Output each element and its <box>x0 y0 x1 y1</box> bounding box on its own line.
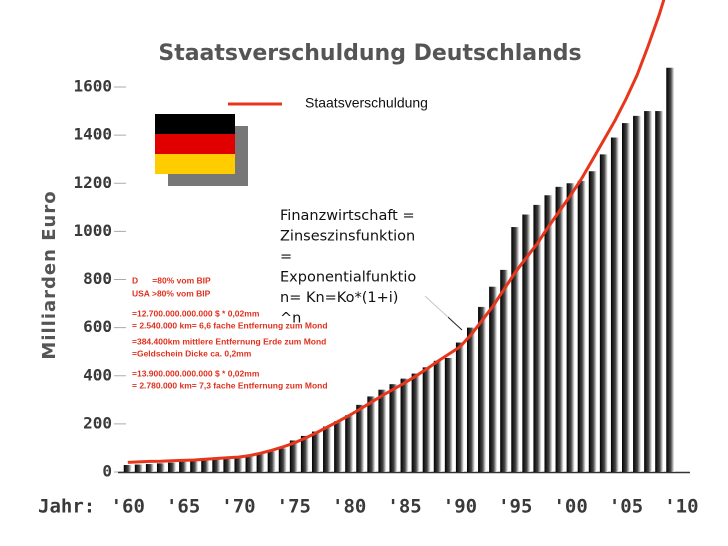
y-tick-label: 200 <box>83 413 112 432</box>
bar <box>323 426 332 472</box>
y-tick-label: 800 <box>83 269 112 288</box>
note: = 2.780.000 km= 7,3 fache Entfernung zum… <box>132 380 328 390</box>
y-tick-label: 600 <box>83 317 112 336</box>
y-tick-label: 1600 <box>73 77 112 96</box>
bar <box>389 384 398 472</box>
bar <box>466 327 475 472</box>
bar <box>522 214 531 472</box>
x-tick-label: '65 <box>166 496 200 518</box>
bar <box>511 227 520 472</box>
y-tick-label: 400 <box>83 365 112 384</box>
x-tick-label: '90 <box>443 496 477 518</box>
note: =13.900.000.000.000 $ * 0,02mm <box>132 368 260 378</box>
bar <box>134 464 143 472</box>
x-tick-label: '95 <box>498 496 532 518</box>
x-tick-label: '75 <box>277 496 311 518</box>
bar <box>555 186 564 472</box>
x-axis-label: Jahr: <box>38 496 95 518</box>
bar <box>566 183 575 472</box>
note: =Geldschein Dicke ca. 0,2mm <box>132 348 252 358</box>
flag-stripe <box>155 114 235 134</box>
note: D =80% vom BIP <box>132 275 211 285</box>
bar <box>621 123 630 472</box>
bar <box>533 204 542 472</box>
x-tick-label: '70 <box>221 496 255 518</box>
bar <box>267 451 276 472</box>
y-tick-label: 1200 <box>73 173 112 192</box>
flag-stripe <box>155 154 235 174</box>
bar <box>588 171 597 472</box>
x-tick-label: '80 <box>332 496 366 518</box>
bar <box>234 456 243 472</box>
bar <box>145 464 154 472</box>
formula-line: ^n <box>280 311 301 327</box>
bar <box>433 360 442 472</box>
formula-line: = <box>280 249 292 265</box>
bar <box>577 180 586 472</box>
bar <box>455 342 464 472</box>
x-tick-label: '10 <box>664 496 698 518</box>
bar <box>256 452 265 472</box>
x-tick-label: '05 <box>609 496 643 518</box>
formula-line: n= Kn=Ko*(1+i) <box>280 290 398 306</box>
x-tick-label: '00 <box>553 496 587 518</box>
y-tick-label: 0 <box>102 462 112 481</box>
bar <box>356 404 365 472</box>
bar <box>367 396 376 472</box>
legend-label: Staatsverschuldung <box>305 95 428 111</box>
x-tick-label: '85 <box>387 496 421 518</box>
formula-line: Exponentialfunktio <box>280 270 416 286</box>
note: USA >80% vom BIP <box>132 288 211 298</box>
bar <box>212 457 221 472</box>
bar <box>245 454 254 472</box>
bar <box>289 440 298 472</box>
bar <box>334 421 343 472</box>
bar <box>633 115 642 472</box>
note: = 2.540.000 km= 6,6 fache Entfernung zum… <box>132 320 328 330</box>
flag <box>155 114 248 186</box>
bar <box>278 448 287 472</box>
chart-title: Staatsverschuldung Deutschlands <box>158 41 581 66</box>
bar <box>300 435 309 472</box>
bar <box>123 465 132 472</box>
bar <box>444 357 453 472</box>
bar <box>666 67 675 472</box>
note: =384.400km mittlere Entfernung Erde zum … <box>132 336 326 346</box>
bar <box>223 457 232 472</box>
bar <box>156 463 165 472</box>
bar <box>400 378 409 472</box>
formula-box <box>278 206 448 326</box>
bar <box>168 462 177 472</box>
bar <box>378 389 387 472</box>
bar <box>345 415 354 472</box>
bar <box>655 111 664 472</box>
y-tick-label: 1000 <box>73 221 112 240</box>
bar <box>411 373 420 472</box>
formula-line: Finanzwirtschaft = <box>280 208 415 224</box>
y-tick-label: 1400 <box>73 125 112 144</box>
note: =12.700.000.000.000 $ * 0,02mm <box>132 308 260 318</box>
y-axis-label: Milliarden Euro <box>39 190 60 359</box>
bar <box>478 306 487 472</box>
bar <box>201 458 210 472</box>
bar <box>422 367 431 472</box>
bar <box>599 154 608 472</box>
flag-stripe <box>155 134 235 154</box>
x-tick-label: '60 <box>111 496 145 518</box>
bar <box>644 111 653 472</box>
bar <box>179 461 188 472</box>
bar <box>190 460 199 472</box>
bar <box>500 269 509 472</box>
bar <box>311 431 320 472</box>
bar <box>610 137 619 472</box>
formula-line: Zinseszinsfunktion <box>280 229 415 245</box>
bar <box>544 195 553 472</box>
bar <box>489 286 498 472</box>
line <box>127 0 666 464</box>
